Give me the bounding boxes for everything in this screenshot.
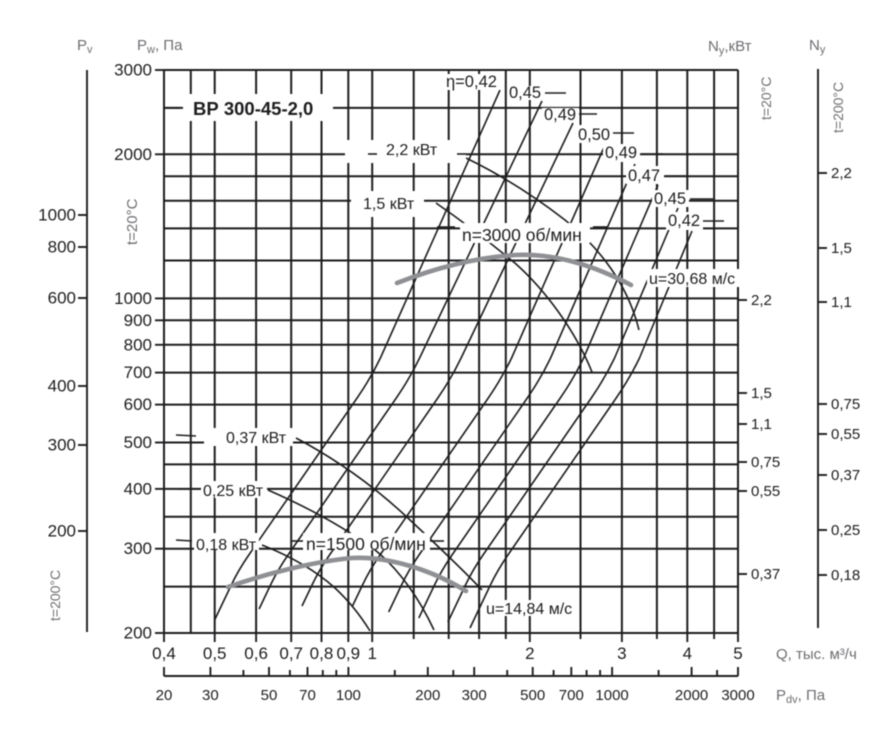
svg-text:1: 1 <box>367 644 376 663</box>
svg-text:50: 50 <box>261 687 278 704</box>
svg-text:500: 500 <box>124 433 152 452</box>
svg-text:5: 5 <box>733 644 742 663</box>
svg-text:200: 200 <box>124 624 152 643</box>
svg-text:0,25: 0,25 <box>831 522 860 539</box>
svg-text:200: 200 <box>48 522 76 541</box>
svg-text:300: 300 <box>462 687 487 704</box>
svg-text:0,6: 0,6 <box>244 644 268 663</box>
svg-text:30: 30 <box>202 687 219 704</box>
svg-text:400: 400 <box>124 479 152 498</box>
svg-text:Pw, Па: Pw, Па <box>137 37 183 56</box>
svg-text:t=200°C: t=200°C <box>830 82 846 133</box>
svg-text:0,75: 0,75 <box>831 396 860 413</box>
svg-text:800: 800 <box>124 335 152 354</box>
svg-text:2000: 2000 <box>114 145 152 164</box>
svg-text:0,5: 0,5 <box>203 644 227 663</box>
svg-text:800: 800 <box>48 238 76 257</box>
svg-text:900: 900 <box>124 311 152 330</box>
svg-text:700: 700 <box>124 363 152 382</box>
svg-text:2000: 2000 <box>675 687 708 704</box>
svg-text:0,37: 0,37 <box>831 467 860 484</box>
svg-text:n=3000 об/мин: n=3000 об/мин <box>462 225 582 245</box>
svg-text:u=30,68 м/с: u=30,68 м/с <box>649 271 735 288</box>
svg-text:u=14,84 м/с: u=14,84 м/с <box>486 601 572 618</box>
svg-text:20: 20 <box>156 687 173 704</box>
svg-text:600: 600 <box>124 395 152 414</box>
svg-text:100: 100 <box>336 687 361 704</box>
svg-text:1,1: 1,1 <box>831 294 852 311</box>
svg-text:3000: 3000 <box>721 687 754 704</box>
svg-text:ВР 300-45-2,0: ВР 300-45-2,0 <box>193 98 313 119</box>
svg-text:0,49: 0,49 <box>605 144 637 162</box>
svg-text:0,7: 0,7 <box>279 644 303 663</box>
svg-text:300: 300 <box>48 436 76 455</box>
svg-text:0,55: 0,55 <box>831 426 860 443</box>
svg-text:0,47: 0,47 <box>628 167 660 185</box>
svg-text:0,37 кВт: 0,37 кВт <box>226 430 287 447</box>
svg-text:600: 600 <box>48 289 76 308</box>
svg-text:1,5: 1,5 <box>751 385 772 402</box>
svg-text:2: 2 <box>525 644 534 663</box>
svg-text:3: 3 <box>617 644 626 663</box>
svg-text:t=20°C: t=20°C <box>124 198 141 245</box>
svg-text:1000: 1000 <box>114 289 152 308</box>
svg-text:2,2 кВт: 2,2 кВт <box>386 142 438 159</box>
svg-text:0,49: 0,49 <box>544 106 576 124</box>
svg-text:0,4: 0,4 <box>152 644 176 663</box>
svg-text:Q, тыс. м³/ч: Q, тыс. м³/ч <box>776 646 857 663</box>
svg-text:0,42: 0,42 <box>668 212 700 230</box>
svg-text:t=200°C: t=200°C <box>47 570 63 621</box>
svg-text:η=0,42: η=0,42 <box>446 73 497 91</box>
svg-text:1,5: 1,5 <box>831 240 852 257</box>
svg-text:1000: 1000 <box>38 206 76 225</box>
svg-text:3000: 3000 <box>114 61 152 80</box>
svg-text:4: 4 <box>683 644 692 663</box>
svg-text:400: 400 <box>48 377 76 396</box>
svg-text:70: 70 <box>299 687 316 704</box>
svg-text:0,25 кВт: 0,25 кВт <box>203 483 264 500</box>
svg-text:1,1: 1,1 <box>751 416 772 433</box>
svg-text:0,37: 0,37 <box>751 566 780 583</box>
svg-text:2,2: 2,2 <box>831 165 852 182</box>
svg-text:0,50: 0,50 <box>578 126 610 144</box>
svg-text:0,8: 0,8 <box>310 644 334 663</box>
svg-text:200: 200 <box>415 687 440 704</box>
svg-text:Pdv, Па: Pdv, Па <box>776 687 826 706</box>
svg-text:Ny,кВт: Ny,кВт <box>708 38 752 57</box>
svg-text:2,2: 2,2 <box>751 292 772 309</box>
svg-text:700: 700 <box>559 687 584 704</box>
svg-text:0,18 кВт: 0,18 кВт <box>196 537 257 554</box>
svg-text:0,45: 0,45 <box>654 190 686 208</box>
svg-text:500: 500 <box>520 687 545 704</box>
svg-text:300: 300 <box>124 539 152 558</box>
svg-text:1000: 1000 <box>595 687 628 704</box>
svg-text:0,45: 0,45 <box>509 84 541 102</box>
svg-text:0,55: 0,55 <box>751 483 780 500</box>
svg-text:0,75: 0,75 <box>751 454 780 471</box>
svg-text:t=20°C: t=20°C <box>758 77 774 120</box>
svg-text:n=1500 об/мин: n=1500 об/мин <box>306 534 426 554</box>
svg-text:0,9: 0,9 <box>336 644 360 663</box>
svg-text:0,18: 0,18 <box>831 567 860 584</box>
svg-text:1,5 кВт: 1,5 кВт <box>363 196 415 213</box>
